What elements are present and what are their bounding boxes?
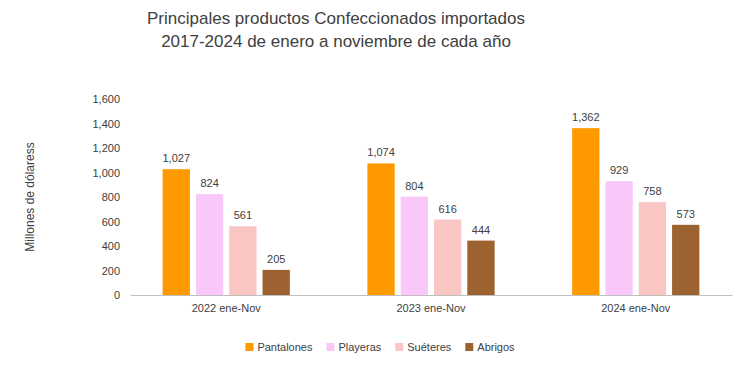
bar — [367, 163, 394, 295]
chart: Principales productos Confeccionados imp… — [0, 0, 750, 367]
legend-swatch — [395, 343, 403, 351]
bar — [229, 226, 256, 295]
bar — [605, 181, 632, 295]
x-tick: 2024 ene-Nov — [601, 295, 671, 314]
bar — [163, 169, 190, 295]
y-tick-label: 800 — [102, 191, 120, 203]
y-tick-label: 400 — [102, 240, 120, 252]
x-axis-line — [131, 295, 733, 296]
data-label: 1,362 — [572, 111, 600, 123]
y-tick-label: 0 — [114, 289, 120, 301]
y-tick-label: 1,600 — [92, 93, 120, 105]
legend-item: Pantalones — [245, 341, 313, 353]
plot: 02004006008001,0001,2001,4001,6001,0271,… — [92, 93, 732, 314]
legend-label: Abrigos — [477, 341, 515, 353]
bar — [196, 194, 223, 295]
y-tick: 800 — [102, 191, 130, 203]
data-labels: 1,027 1,074 1,362 824 804 929 561 616 758 205 444 5… — [163, 111, 695, 265]
legend-swatch — [326, 343, 334, 351]
x-tick: 2023 ene-Nov — [396, 295, 466, 314]
x-tick-label: 2023 ene-Nov — [396, 302, 466, 314]
y-tick: 0 — [114, 289, 130, 301]
x-tick-label: 2024 ene-Nov — [601, 302, 671, 314]
data-label: 561 — [234, 209, 252, 221]
data-label: 205 — [267, 253, 285, 265]
data-label: 929 — [610, 164, 628, 176]
data-label: 444 — [472, 224, 490, 236]
legend-swatch — [465, 343, 473, 351]
x-tick-label: 2022 ene-Nov — [192, 302, 262, 314]
y-tick: 200 — [102, 265, 130, 277]
y-axis-title: Millones de dólaress — [23, 142, 37, 251]
y-tick-label: 1,000 — [92, 167, 120, 179]
data-label: 1,027 — [163, 152, 191, 164]
y-tick: 1,000 — [92, 167, 130, 179]
bar — [639, 202, 666, 295]
data-label: 804 — [405, 180, 423, 192]
data-label: 1,074 — [367, 146, 395, 158]
bar — [263, 270, 290, 295]
data-label: 824 — [200, 177, 218, 189]
y-tick: 1,600 — [92, 93, 130, 105]
legend-item: Suéteres — [395, 341, 452, 353]
bar — [467, 241, 494, 295]
y-axis: 0 200 400 600 800 1,000 1,200 1,400 1,600 — [92, 93, 130, 301]
bar — [401, 197, 428, 295]
bar — [434, 220, 461, 295]
legend-item: Playeras — [326, 341, 381, 353]
legend-item: Abrigos — [465, 341, 515, 353]
bar — [672, 225, 699, 295]
x-tick: 2022 ene-Nov — [192, 295, 262, 314]
data-label: 758 — [643, 185, 661, 197]
y-tick-label: 600 — [102, 216, 120, 228]
legend: Pantalones Playeras Suéteres Abrigos — [245, 341, 515, 353]
y-tick-label: 1,200 — [92, 142, 120, 154]
x-axis: 2022 ene-Nov 2023 ene-Nov 2024 ene-Nov — [131, 295, 733, 314]
legend-label: Pantalones — [257, 341, 313, 353]
chart-title: Principales productos Confeccionados imp… — [147, 9, 525, 28]
legend-swatch — [245, 343, 253, 351]
y-tick-label: 200 — [102, 265, 120, 277]
legend-label: Suéteres — [407, 341, 452, 353]
y-tick: 600 — [102, 216, 130, 228]
data-label: 616 — [438, 203, 456, 215]
data-label: 573 — [677, 208, 695, 220]
bar — [572, 128, 599, 295]
legend-label: Playeras — [338, 341, 381, 353]
y-tick: 1,400 — [92, 118, 130, 130]
y-tick: 400 — [102, 240, 130, 252]
bars — [163, 128, 700, 295]
y-axis-line — [130, 100, 131, 296]
y-tick-label: 1,400 — [92, 118, 120, 130]
chart-title: 2017-2024 de enero a noviembre de cada a… — [161, 32, 511, 51]
y-tick: 1,200 — [92, 142, 130, 154]
